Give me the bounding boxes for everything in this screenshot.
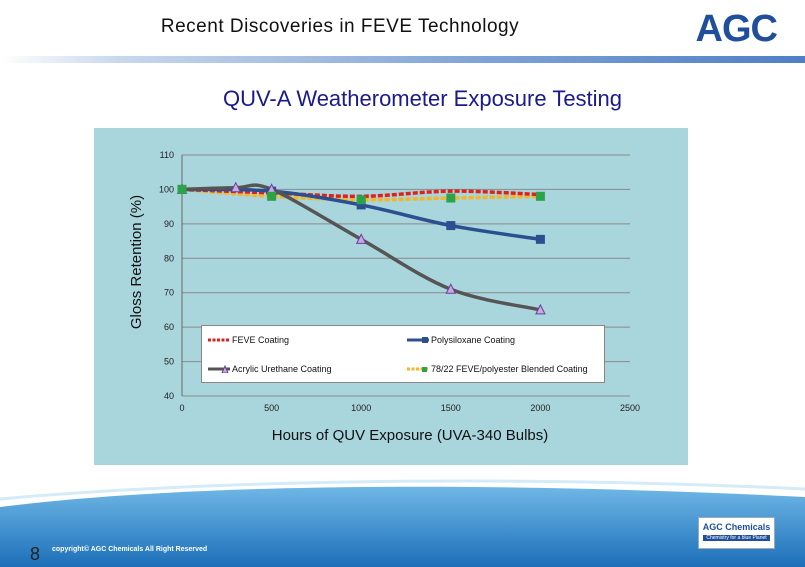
x-tick-label: 1000	[351, 403, 371, 413]
data-point	[535, 191, 545, 201]
copyright-text: copyright© AGC Chemicals All Right Reser…	[52, 546, 208, 553]
y-tick-label: 70	[164, 288, 174, 298]
chart-title: QUV-A Weatherometer Exposure Testing	[222, 86, 623, 111]
legend-item-blended: 78/22 FEVE/polyester Blended Coating	[407, 364, 588, 374]
legend-swatch-feve	[208, 338, 230, 342]
y-tick-label: 40	[164, 391, 174, 401]
data-point	[177, 184, 187, 194]
data-point	[535, 234, 545, 244]
x-tick-label: 500	[264, 403, 279, 413]
legend-label-blended: 78/22 FEVE/polyester Blended Coating	[431, 364, 588, 374]
data-point	[446, 193, 456, 203]
y-tick-label: 100	[159, 184, 174, 194]
x-tick-label: 0	[179, 403, 184, 413]
y-tick-label: 60	[164, 322, 174, 332]
footer-wave	[0, 479, 805, 567]
chart-legend: FEVE Coating Polysiloxane Coating Acryli…	[201, 325, 605, 383]
footer-logo-line2: Chemistry for a blue Planet	[703, 535, 770, 541]
legend-label-feve: FEVE Coating	[232, 335, 290, 345]
y-tick-label: 90	[164, 219, 174, 229]
x-tick-label: 2000	[530, 403, 550, 413]
footer-logo-line1: AGC Chemicals	[702, 522, 771, 532]
y-tick-label: 110	[160, 150, 174, 160]
y-axis-label: Gloss Retention (%)	[128, 195, 145, 329]
x-tick-label: 1500	[441, 403, 461, 413]
legend-label-polysiloxane: Polysiloxane Coating	[431, 335, 516, 345]
data-point	[230, 181, 242, 193]
data-point	[355, 233, 367, 244]
data-point	[445, 283, 457, 294]
header-divider	[0, 56, 805, 63]
legend-swatch-acrylic	[208, 365, 230, 373]
legend-swatch-blended	[407, 367, 429, 372]
data-point	[446, 221, 456, 231]
data-point	[356, 195, 366, 205]
legend-item-acrylic: Acrylic Urethane Coating	[208, 364, 332, 374]
legend-item-feve: FEVE Coating	[208, 335, 289, 345]
legend-swatch-polysiloxane	[407, 337, 429, 343]
x-tick-label: 2500	[620, 403, 640, 413]
agc-logo: AGC	[695, 8, 778, 50]
page-number: 8	[30, 544, 41, 564]
y-tick-label: 50	[164, 357, 174, 367]
y-tick-label: 80	[164, 253, 174, 263]
legend-item-polysiloxane: Polysiloxane Coating	[407, 335, 515, 345]
slide-title: Recent Discoveries in FEVE Technology	[160, 16, 520, 37]
x-axis-label: Hours of QUV Exposure (UVA-340 Bulbs)	[272, 427, 549, 444]
data-point	[535, 303, 546, 315]
data-point	[356, 200, 366, 210]
agc-chemicals-logo: AGC Chemicals Chemistry for a blue Plane…	[698, 517, 775, 549]
chart-background	[94, 128, 688, 465]
data-point	[267, 191, 277, 201]
legend-label-acrylic: Acrylic Urethane Coating	[232, 364, 332, 374]
